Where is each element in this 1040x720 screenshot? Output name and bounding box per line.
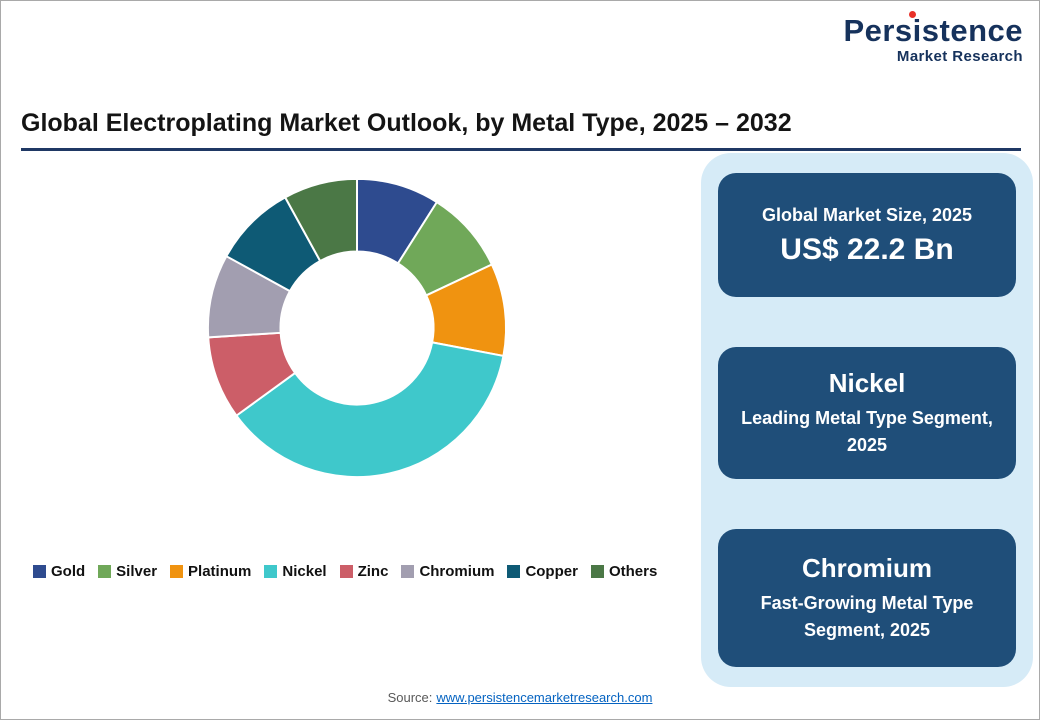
donut-slice-nickel [235, 341, 505, 479]
legend-label: Zinc [357, 563, 389, 580]
legend-label: Nickel [282, 563, 327, 580]
legend-label: Silver [116, 563, 158, 580]
legend-item-silver: Silver [98, 563, 157, 580]
chart-legend: Gold Silver Platinum Nickel Zinc Chromium Copp… [33, 563, 709, 580]
legend-swatch-nickel [264, 565, 278, 578]
market-size-title: Global Market Size, 2025 [761, 204, 973, 225]
legend-swatch-gold [33, 565, 46, 578]
logo-name-text: Persistence [843, 13, 1023, 48]
source-label: Source: [387, 690, 433, 705]
donut-slice-others [284, 177, 358, 262]
legend-item-chromium: Chromium [401, 563, 494, 580]
legend-label: Platinum [188, 563, 252, 580]
page-title: Global Electroplating Market Outlook, by… [21, 109, 792, 137]
donut-chart [198, 169, 516, 487]
fast-growing-segment-name: Chromium [802, 553, 932, 584]
legend-swatch-platinum [170, 565, 184, 578]
source-line: Source: www.persistencemarketresearch.com [1, 690, 1039, 705]
source-link[interactable]: www.persistencemarketresearch.com [436, 690, 653, 705]
legend-swatch-silver [98, 565, 112, 578]
legend-swatch-zinc [339, 565, 353, 578]
leading-segment-card: Nickel Leading Metal Type Segment, 2025 [718, 347, 1016, 479]
legend-item-zinc: Zinc [339, 563, 389, 580]
legend-item-nickel: Nickel [264, 563, 327, 580]
market-size-card: Global Market Size, 2025 US$ 22.2 Bn [718, 173, 1016, 297]
logo-tagline: Market Research [896, 48, 1023, 65]
title-underline [21, 148, 1021, 151]
donut-chart-svg [206, 177, 508, 479]
legend-label: Others [608, 563, 658, 580]
legend-swatch-copper [507, 565, 521, 578]
leading-segment-name: Nickel [828, 368, 906, 399]
legend-label: Gold [51, 563, 86, 580]
pmr-logo: Persistence Market Research [843, 11, 1023, 65]
legend-label: Chromium [419, 563, 495, 580]
legend-item-copper: Copper [507, 563, 578, 580]
legend-swatch-others [590, 565, 604, 578]
market-size-value: US$ 22.2 Bn [780, 233, 954, 267]
logo-name: Persistence [843, 11, 1023, 48]
legend-item-gold: Gold [33, 563, 85, 580]
fast-growing-segment-subtitle: Fast-Growing Metal Type Segment, 2025 [760, 592, 974, 640]
legend-swatch-chromium [401, 565, 415, 578]
legend-label: Copper [525, 563, 578, 580]
legend-item-platinum: Platinum [170, 563, 251, 580]
highlights-panel: Global Market Size, 2025 US$ 22.2 Bn Nic… [701, 153, 1033, 687]
logo-red-dot-icon [909, 11, 917, 18]
fast-growing-segment-card: Chromium Fast-Growing Metal Type Segment… [718, 529, 1016, 667]
legend-item-others: Others [590, 563, 658, 580]
leading-segment-subtitle: Leading Metal Type Segment, 2025 [741, 407, 993, 455]
